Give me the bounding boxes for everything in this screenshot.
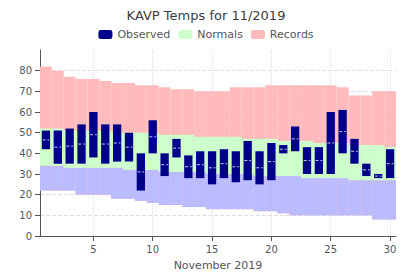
svg-text:10: 10 [146,244,159,255]
svg-text:KAVP Temps for 11/2019: KAVP Temps for 11/2019 [127,8,286,23]
svg-text:5: 5 [90,244,96,255]
svg-text:50: 50 [19,127,32,138]
svg-text:0: 0 [26,231,32,242]
svg-text:20: 20 [265,244,278,255]
svg-text:25: 25 [324,244,337,255]
svg-text:80: 80 [19,65,32,76]
svg-text:Observed: Observed [117,28,170,41]
svg-text:10: 10 [19,210,32,221]
svg-text:30: 30 [19,169,32,180]
svg-text:Records: Records [270,28,314,41]
svg-text:70: 70 [19,86,32,97]
svg-text:20: 20 [19,189,32,200]
svg-text:40: 40 [19,148,32,159]
svg-text:30: 30 [384,244,397,255]
svg-text:November 2019: November 2019 [174,259,263,272]
svg-text:15: 15 [206,244,219,255]
svg-text:60: 60 [19,107,32,118]
svg-text:Normals: Normals [197,28,243,41]
